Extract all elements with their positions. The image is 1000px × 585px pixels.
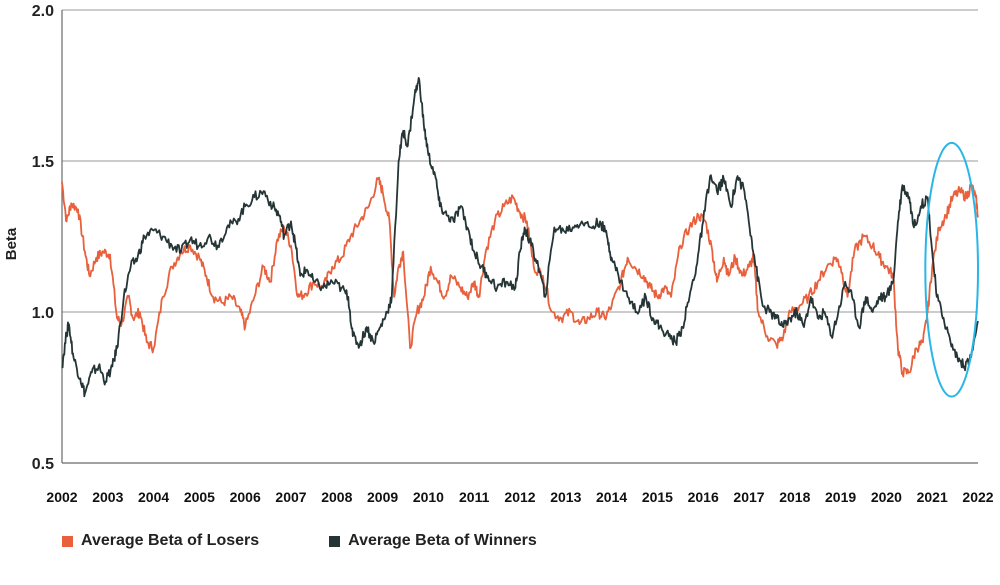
y-tick-1.0: 1.0 [32, 305, 54, 322]
legend-item-winners: Average Beta of Winners [329, 532, 537, 550]
x-tick-2015: 2015 [642, 489, 673, 505]
x-tick-2009: 2009 [367, 489, 398, 505]
series-lines [61, 77, 979, 398]
x-tick-2003: 2003 [92, 489, 123, 505]
x-tick-2016: 2016 [688, 489, 719, 505]
x-tick-2008: 2008 [321, 489, 352, 505]
x-tick-2012: 2012 [504, 489, 535, 505]
y-axis-label: Beta [3, 227, 20, 260]
y-tick-2.0: 2.0 [32, 3, 54, 20]
x-tick-2019: 2019 [825, 489, 856, 505]
legend-label-winners: Average Beta of Winners [348, 532, 537, 549]
x-tick-labels: 2002 2003 2004 2005 2006 2007 2008 2009 2010 2011… [46, 489, 993, 505]
legend-item-losers: Average Beta of Losers [62, 532, 259, 550]
legend-label-losers: Average Beta of Losers [81, 532, 260, 549]
x-tick-2007: 2007 [275, 489, 306, 505]
x-tick-2022: 2022 [962, 489, 993, 505]
x-tick-2004: 2004 [138, 489, 169, 505]
legend: Average Beta of Losers Average Beta of W… [62, 532, 537, 550]
legend-swatch-winners [329, 535, 341, 547]
line-chart: 0.51.01.52.0 2002 2003 2004 2005 2006 2007 200… [3, 3, 994, 505]
highlight-ellipse [924, 141, 979, 398]
axes [61, 10, 978, 464]
legend-swatch-losers [62, 535, 73, 547]
x-tick-2013: 2013 [550, 489, 581, 505]
x-tick-2005: 2005 [184, 489, 215, 505]
x-tick-2018: 2018 [779, 489, 810, 505]
x-tick-2006: 2006 [230, 489, 261, 505]
x-tick-2010: 2010 [413, 489, 444, 505]
x-tick-2002: 2002 [46, 489, 77, 505]
x-tick-2011: 2011 [459, 489, 490, 505]
x-tick-2020: 2020 [871, 489, 902, 505]
series-line-winners [61, 77, 979, 398]
highlight-annotation [924, 141, 979, 398]
y-tick-1.5: 1.5 [32, 154, 54, 171]
series-line-losers [61, 176, 979, 378]
y-tick-labels: 0.5 1.0 1.5 2.0 [32, 3, 54, 473]
y-tick-0.5: 0.5 [32, 456, 54, 473]
x-tick-2021: 2021 [917, 489, 948, 505]
x-tick-2014: 2014 [596, 489, 627, 505]
x-tick-2017: 2017 [733, 489, 764, 505]
